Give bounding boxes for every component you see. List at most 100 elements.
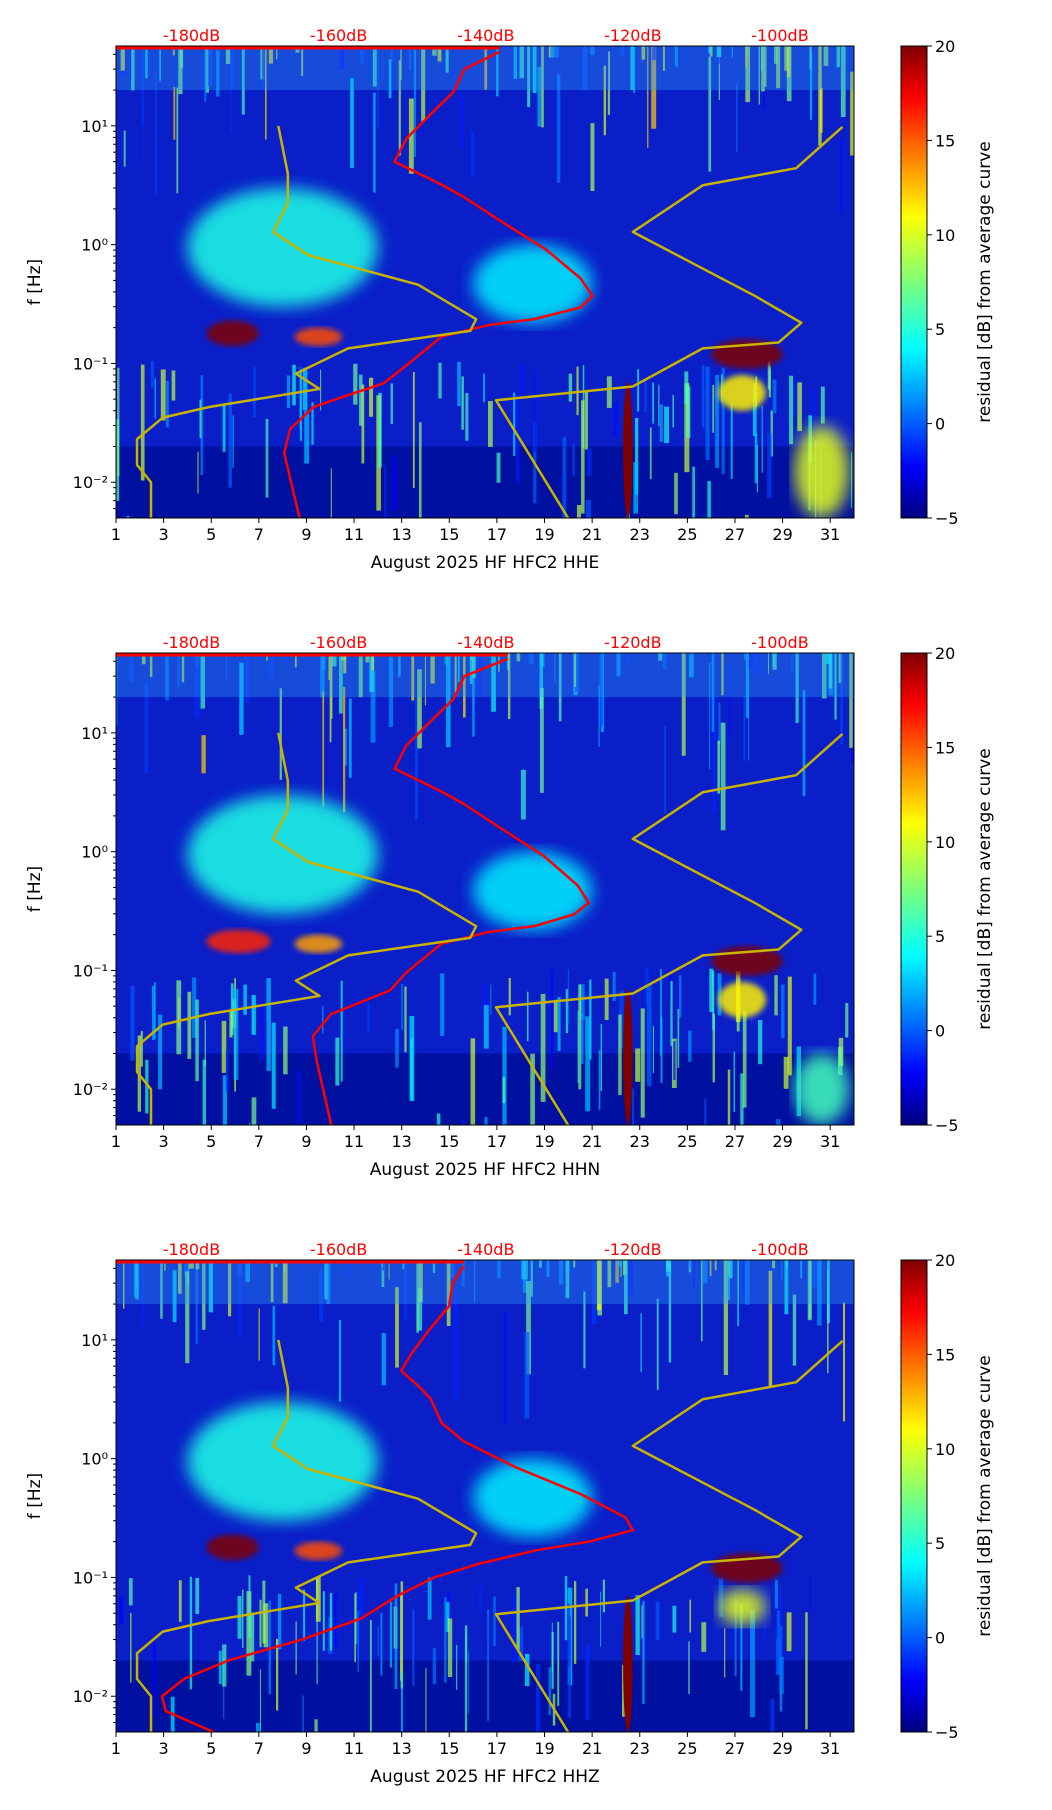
heatmap-streak — [253, 366, 256, 417]
heatmap-streak — [767, 653, 769, 674]
heatmap-streak — [672, 1605, 677, 1633]
heatmap-streak — [558, 653, 562, 722]
heatmap-streak — [712, 696, 716, 814]
heatmap-streak — [201, 735, 206, 774]
heatmap-streak — [758, 46, 760, 105]
heatmap-streak — [827, 1260, 830, 1324]
heatmap-streak — [518, 46, 520, 87]
heatmap-streak — [842, 1302, 846, 1422]
heatmap-streak — [221, 1020, 227, 1073]
heatmap-streak — [165, 653, 169, 701]
heatmap-streak — [744, 1260, 750, 1305]
heatmap-streak — [840, 653, 843, 745]
top-db-tick-label: -180dB — [163, 26, 220, 45]
heatmap-streak — [602, 1579, 606, 1613]
nlnm-curve — [135, 125, 478, 518]
heatmap-streak — [580, 400, 585, 514]
heatmap-streak — [599, 653, 604, 726]
heatmap-streak — [154, 982, 156, 1040]
heatmap-streak — [199, 399, 202, 439]
heatmap-streak — [388, 59, 392, 99]
x-tick-label: 23 — [630, 525, 650, 544]
heatmap-streak — [329, 653, 332, 743]
heatmap-streak — [845, 1003, 849, 1038]
heatmap-streak — [712, 1013, 715, 1083]
heatmap-streak — [297, 1070, 301, 1125]
heatmap-streak — [469, 653, 473, 684]
heatmap-feature — [206, 929, 271, 954]
heatmap-streak — [322, 691, 325, 807]
heatmap-streak — [160, 1260, 163, 1319]
heatmap-streak — [818, 46, 822, 146]
heatmap-streak — [371, 653, 374, 671]
colorbar — [900, 1259, 928, 1733]
heatmap-streak — [314, 1719, 318, 1732]
heatmap-streak — [279, 688, 282, 780]
heatmap-streak — [770, 410, 773, 457]
heatmap-streak — [513, 392, 516, 457]
nhnm-curve — [494, 125, 844, 518]
heatmap-streak — [473, 653, 475, 679]
heatmap-streak — [172, 1270, 177, 1323]
heatmap-streak — [838, 1037, 844, 1066]
heatmap-streak — [647, 46, 649, 148]
colorbar-tick-label: 20 — [935, 1251, 955, 1270]
heatmap-feature — [187, 1401, 378, 1521]
heatmap-streak — [357, 1610, 359, 1672]
heatmap-streak — [497, 1260, 501, 1279]
heatmap-streak — [633, 46, 636, 93]
average-psd-curve — [311, 657, 590, 1125]
heatmap-streak — [266, 653, 268, 661]
x-tick-label: 3 — [159, 525, 169, 544]
heatmap-streak — [478, 653, 483, 696]
heatmap-streak — [633, 461, 639, 514]
heatmap-streak — [208, 1260, 213, 1313]
heatmap-streak — [598, 1050, 601, 1110]
heatmap-streak — [606, 46, 609, 91]
heatmap-streak — [204, 1020, 206, 1067]
heatmap-streak — [453, 1286, 459, 1400]
heatmap-streak — [616, 653, 621, 677]
heatmap-streak — [784, 46, 788, 71]
heatmap-streak — [752, 383, 757, 436]
heatmap-streak — [558, 1260, 564, 1285]
heatmap-streak — [721, 367, 725, 475]
heatmap-streak — [747, 46, 749, 54]
heatmap-streak — [427, 1577, 432, 1620]
heatmap-feature — [473, 851, 593, 930]
x-tick-label: 7 — [254, 1132, 264, 1151]
heatmap-streak — [745, 653, 749, 719]
top-db-tick-label: -180dB — [163, 1240, 220, 1259]
heatmap-feature — [473, 244, 593, 323]
heatmap-streak — [795, 653, 799, 723]
heatmap-streak — [772, 379, 777, 414]
heatmap-streak — [200, 653, 205, 709]
heatmap-streak — [339, 653, 343, 714]
heatmap-streak — [803, 1260, 806, 1285]
heatmap-streak — [850, 452, 853, 509]
heatmap-streak — [585, 1645, 590, 1721]
heatmap-streak — [377, 1626, 379, 1656]
heatmap-streak — [130, 1613, 132, 1683]
heatmap-streak — [370, 671, 376, 743]
heatmap-streak — [656, 1298, 659, 1391]
x-tick-label: 23 — [630, 1132, 650, 1151]
heatmap-streak — [526, 991, 529, 1042]
y-tick-label: 10⁻² — [73, 1687, 108, 1706]
x-tick-label: 15 — [439, 1132, 459, 1151]
heatmap-streak — [230, 46, 232, 132]
heatmap-streak — [620, 1260, 622, 1277]
colorbar-tick-label: 15 — [935, 1345, 955, 1364]
heatmap-streak — [361, 384, 365, 464]
heatmap-streak — [822, 653, 827, 699]
heatmap-streak — [557, 1621, 560, 1706]
heatmap-streak — [665, 1260, 669, 1269]
top-db-tick-label: -120dB — [604, 1240, 661, 1259]
heatmap-streak — [664, 406, 670, 444]
heatmap-streak — [316, 1577, 318, 1685]
heatmap-streak — [178, 998, 180, 1028]
heatmap-streak — [659, 404, 663, 442]
heatmap-streak — [418, 422, 422, 518]
heatmap-streak — [446, 653, 451, 748]
heatmap-feature — [623, 381, 633, 518]
